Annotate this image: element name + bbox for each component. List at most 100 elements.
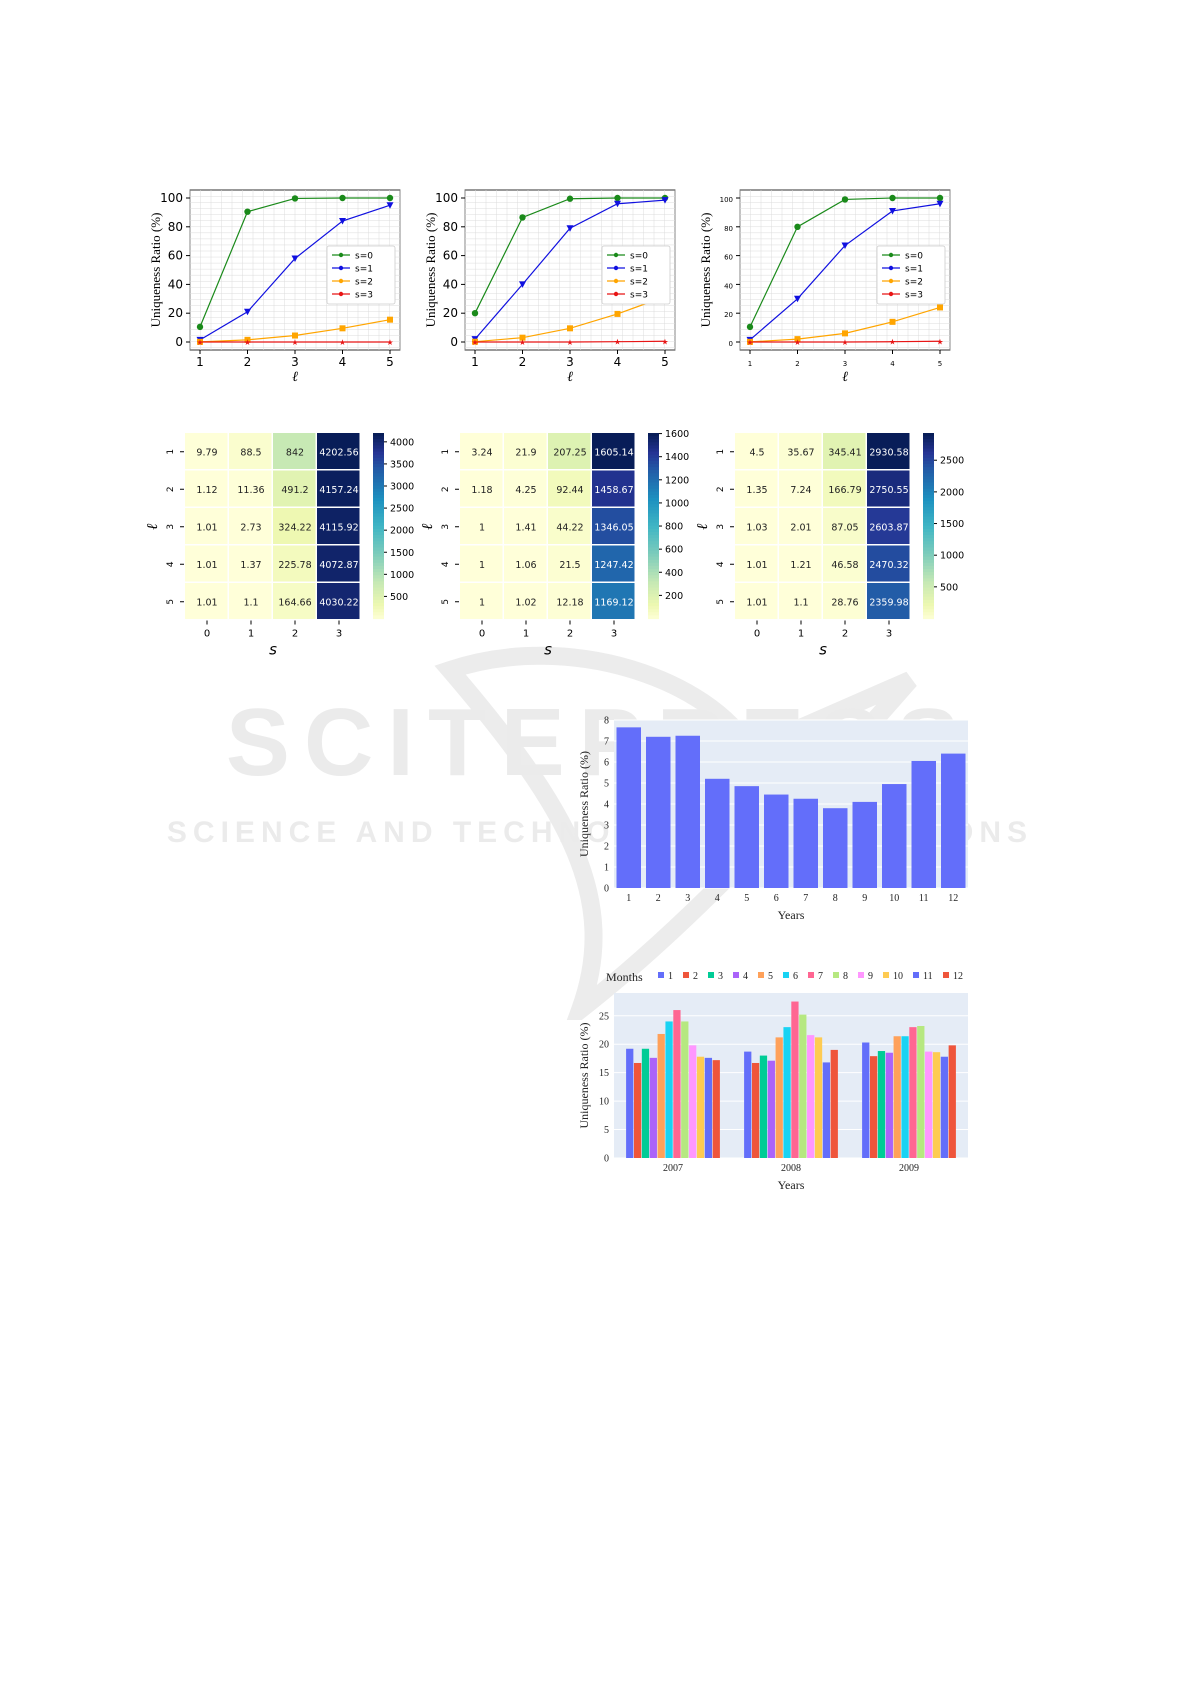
colorbar-segment bbox=[648, 562, 659, 567]
y-tick-label: 0 bbox=[450, 335, 458, 349]
heat-cell-label: 164.66 bbox=[278, 597, 311, 608]
heat-cell bbox=[504, 470, 547, 507]
colorbar-segment bbox=[373, 504, 384, 508]
legend-marker bbox=[888, 278, 894, 284]
colorbar-segment bbox=[648, 575, 659, 579]
heat-cell bbox=[779, 545, 822, 582]
colorbar-segment bbox=[373, 485, 384, 490]
colorbar-segment bbox=[648, 470, 659, 474]
heat-cell bbox=[185, 470, 228, 507]
y-tick-label: 100 bbox=[720, 196, 733, 204]
colorbar-tick-label: 2500 bbox=[940, 456, 964, 467]
colorbar-segment bbox=[373, 476, 384, 480]
colorbar-segment bbox=[923, 519, 934, 524]
heat-cell-label: 1.02 bbox=[515, 597, 536, 608]
x-tick-label: 7 bbox=[803, 893, 808, 904]
point-s=2 bbox=[842, 330, 848, 337]
colorbar-segment bbox=[648, 538, 659, 542]
legend-label: 10 bbox=[893, 971, 903, 982]
colorbar-segment bbox=[923, 603, 934, 607]
y-tick-label: 0 bbox=[175, 335, 183, 349]
x-tick-label: 2 bbox=[292, 629, 298, 640]
colorbar-segment bbox=[923, 562, 934, 567]
line-chart-1: 0 20 40 60 80 100 1 2 3 4 5 ℓ Uniqueness Ratio (%) ★ ★… bbox=[145, 180, 435, 390]
x-axis-label: s bbox=[269, 641, 277, 659]
x-tick-label: 6 bbox=[774, 893, 779, 904]
heat-cell-label: 1.06 bbox=[515, 560, 536, 571]
grouped-bar-chart-years: 0 5 10 15 20 25 2007 2008 2009 Years Uniqueness Ra… bbox=[570, 965, 980, 1195]
colorbar-segment bbox=[373, 550, 384, 555]
legend-swatch bbox=[808, 972, 814, 978]
heat-cell-label: 2930.58 bbox=[869, 447, 908, 458]
x-tick-label: 4 bbox=[890, 360, 895, 368]
point-s=3: ★ bbox=[566, 338, 573, 347]
colorbar-segment bbox=[648, 516, 659, 521]
colorbar-segment bbox=[648, 457, 659, 462]
colorbar-segment bbox=[923, 501, 934, 505]
y-tick-label: 6 bbox=[604, 758, 609, 769]
colorbar-tick-label: 500 bbox=[390, 592, 408, 603]
bar-5 bbox=[893, 1036, 901, 1158]
heat-cell bbox=[460, 508, 503, 544]
y-tick-label: 60 bbox=[443, 249, 458, 263]
y-tick-label: 1 bbox=[166, 449, 176, 455]
heat-cell-label: 46.58 bbox=[831, 560, 858, 571]
colorbar-segment bbox=[923, 454, 934, 459]
heat-cell-label: 7.24 bbox=[790, 485, 811, 496]
bar-3 bbox=[877, 1051, 886, 1158]
heat-cell bbox=[548, 433, 591, 469]
point-s=0 bbox=[196, 323, 204, 331]
legend-label: s=0 bbox=[905, 252, 923, 262]
colorbar-segment bbox=[373, 519, 384, 524]
point-s=2 bbox=[889, 318, 896, 325]
point-s=3: ★ bbox=[794, 338, 801, 347]
x-tick-label: 2 bbox=[244, 355, 252, 369]
colorbar-segment bbox=[373, 578, 384, 582]
y-tick-label: 20 bbox=[168, 306, 183, 320]
legend-label: s=0 bbox=[355, 252, 373, 262]
heat-cell bbox=[229, 583, 272, 619]
bar-9 bbox=[807, 1035, 815, 1158]
colorbar-segment bbox=[923, 504, 934, 508]
colorbar-segment bbox=[648, 593, 659, 598]
bar bbox=[911, 760, 936, 888]
y-tick-label: 80 bbox=[443, 220, 458, 234]
colorbar-segment bbox=[373, 569, 384, 573]
heat-cell bbox=[504, 583, 547, 619]
x-axis-label: Years bbox=[778, 1178, 805, 1192]
heat-cell bbox=[229, 545, 272, 582]
x-axis-label: s bbox=[544, 641, 552, 659]
y-tick-label: 1 bbox=[441, 449, 451, 455]
colorbar-tick-label: 1200 bbox=[665, 475, 689, 486]
y-tick-label: 4 bbox=[716, 561, 726, 567]
legend-label: s=1 bbox=[355, 265, 373, 275]
x-axis-label: s bbox=[819, 641, 827, 659]
colorbar-segment bbox=[373, 491, 384, 496]
colorbar-segment bbox=[373, 507, 384, 511]
heat-cell bbox=[185, 433, 228, 469]
colorbar-segment bbox=[923, 535, 934, 539]
colorbar-segment bbox=[648, 528, 659, 533]
bar-2 bbox=[869, 1056, 878, 1158]
colorbar-segment bbox=[923, 578, 934, 582]
colorbar-segment bbox=[373, 538, 384, 542]
colorbar-segment bbox=[923, 531, 934, 536]
heat-cell-label: 44.22 bbox=[556, 522, 583, 533]
legend-box bbox=[876, 245, 946, 305]
heat-cell bbox=[779, 508, 822, 544]
legend-label: 5 bbox=[768, 971, 773, 982]
heat-cell-label: 2.01 bbox=[790, 522, 811, 533]
colorbar-segment bbox=[648, 541, 659, 545]
colorbar-segment bbox=[373, 522, 384, 527]
heat-cell-label: 92.44 bbox=[556, 485, 583, 496]
colorbar-tick-label: 3000 bbox=[390, 482, 414, 493]
colorbar-segment bbox=[923, 528, 934, 533]
colorbar-segment bbox=[648, 519, 659, 524]
heat-cell-label: 4115.92 bbox=[319, 522, 358, 533]
heat-cell-label: 21.5 bbox=[559, 560, 580, 571]
x-tick-label: 4 bbox=[614, 355, 622, 369]
colorbar-segment bbox=[923, 510, 934, 514]
y-axis-label: Uniqueness Ratio (%) bbox=[698, 213, 713, 328]
bar-12 bbox=[830, 1049, 838, 1158]
colorbar-segment bbox=[923, 587, 934, 592]
